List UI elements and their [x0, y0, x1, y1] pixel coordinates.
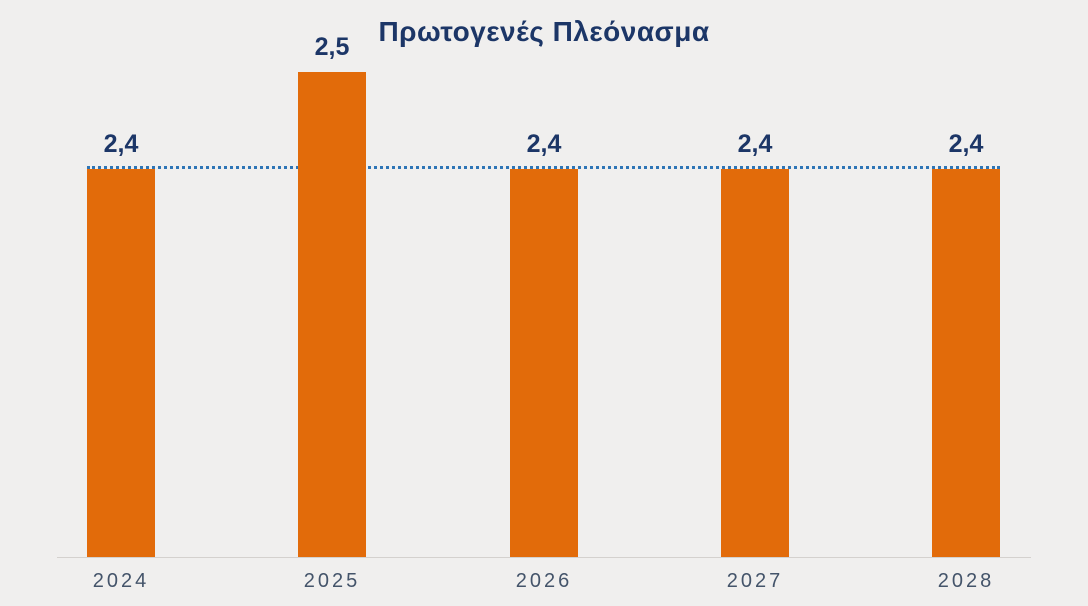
x-tick-2028: 2028 [937, 570, 995, 592]
bar-2025 [298, 72, 366, 557]
value-label-2024: 2,4 [103, 130, 139, 158]
value-label-2028: 2,4 [948, 130, 984, 158]
x-tick-2024: 2024 [92, 570, 150, 592]
x-tick-2026: 2026 [515, 570, 573, 592]
bar-2027 [721, 169, 789, 557]
reference-line [87, 166, 1000, 169]
value-label-2026: 2,4 [526, 130, 562, 158]
value-label-2025: 2,5 [314, 33, 350, 61]
bar-2024 [87, 169, 155, 557]
value-label-2027: 2,4 [737, 130, 773, 158]
x-tick-2027: 2027 [726, 570, 784, 592]
bar-2028 [932, 169, 1000, 557]
x-tick-2025: 2025 [303, 570, 361, 592]
x-axis-line [57, 557, 1031, 558]
chart-title: Πρωτογενές Πλεόνασμα [378, 16, 710, 47]
bar-2026 [510, 169, 578, 557]
